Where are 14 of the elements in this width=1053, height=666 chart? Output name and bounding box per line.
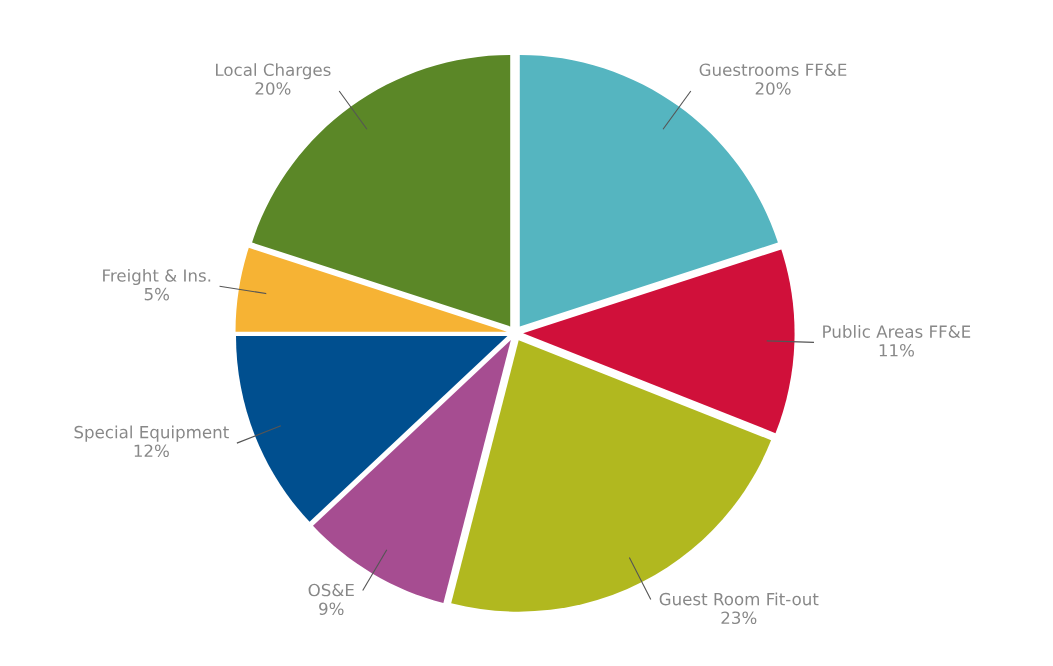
slice-label: Public Areas FF&E	[823, 324, 971, 338]
slice-label: Freight & Ins.	[103, 268, 211, 286]
data-label: 20%	[255, 82, 291, 95]
data-label: 11%	[879, 343, 914, 357]
slice-label: Guest Room Fit-out	[659, 592, 819, 606]
data-label: 12%	[134, 444, 169, 458]
data-label: 20%	[755, 82, 791, 95]
slice-label: Local Charges	[216, 63, 331, 80]
slice-label: Special Equipment	[74, 425, 229, 442]
slice-label: OS&E	[308, 583, 354, 597]
slice-label: Guestrooms FF&E	[699, 63, 847, 77]
data-label: 23%	[721, 611, 757, 625]
data-label: 5%	[144, 287, 170, 301]
data-label: 9%	[319, 602, 344, 616]
